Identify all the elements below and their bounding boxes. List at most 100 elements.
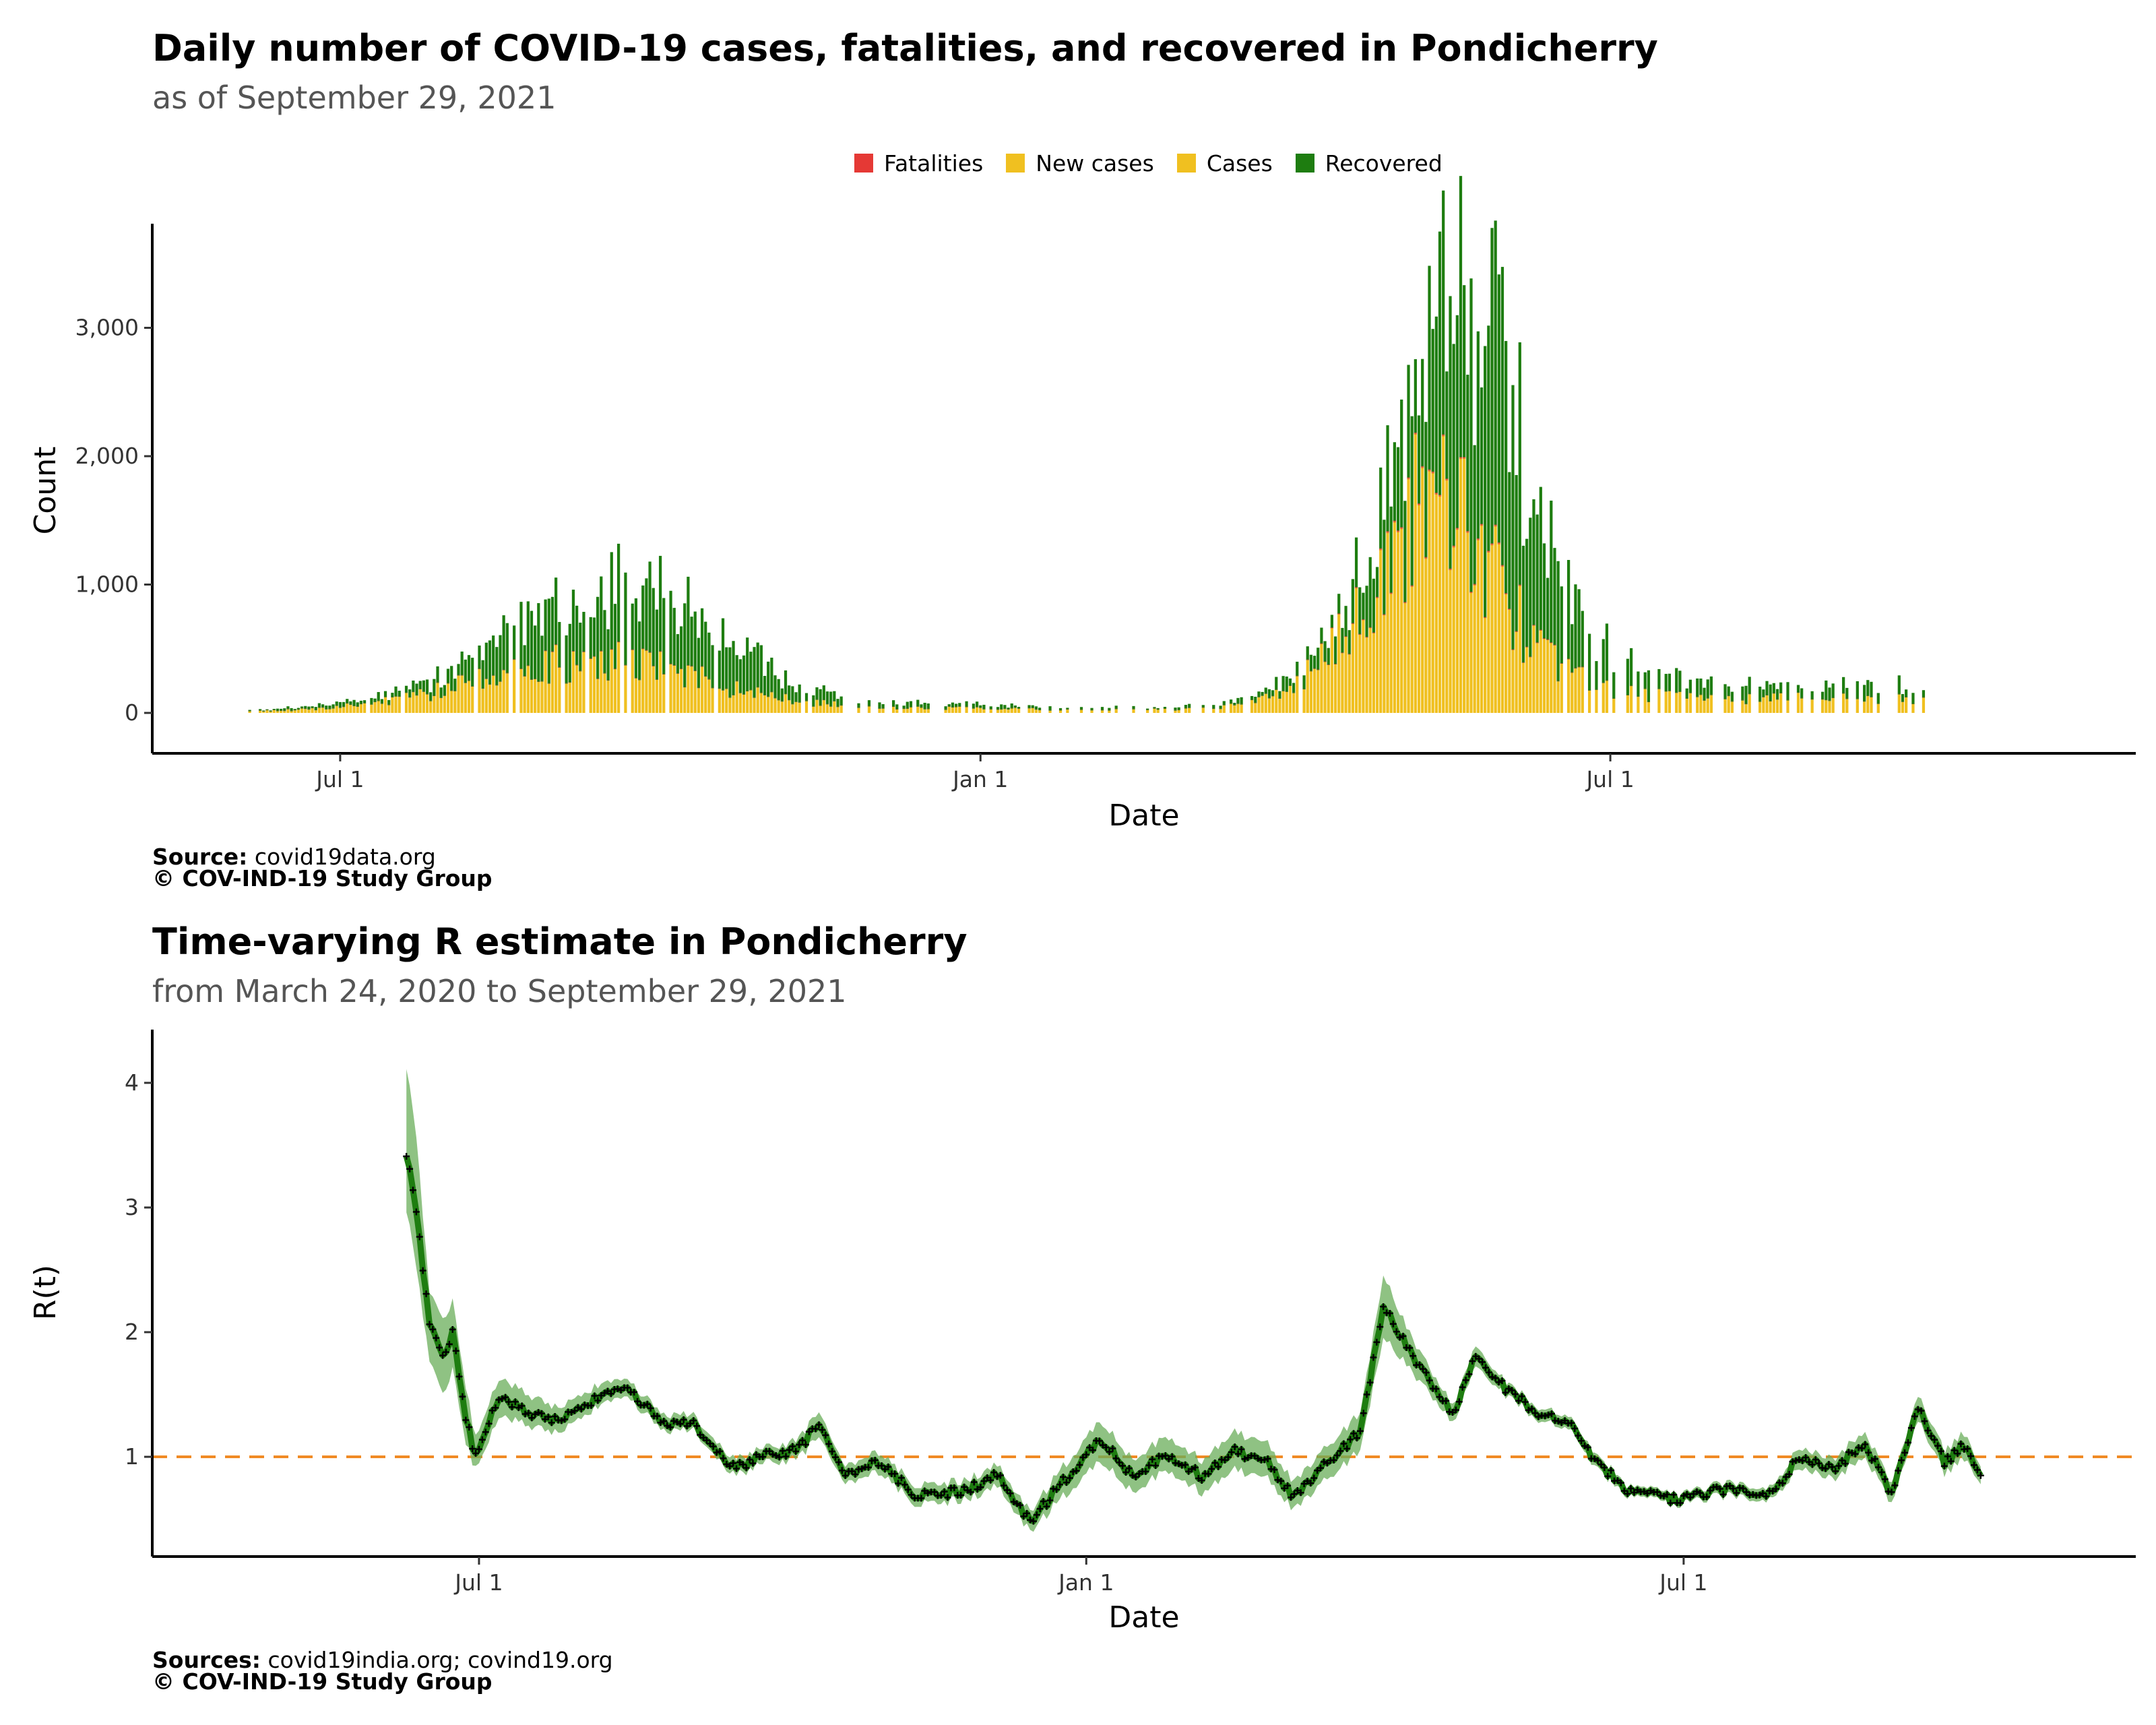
bar-cases — [1911, 704, 1915, 713]
bar-recovered — [523, 645, 526, 677]
bar-cases — [1278, 698, 1281, 713]
bar-recovered — [732, 641, 735, 695]
r-point — [961, 1483, 968, 1491]
r-point — [1934, 1442, 1942, 1449]
bar-recovered — [499, 635, 502, 682]
bar-recovered — [1455, 315, 1459, 529]
r-point — [709, 1443, 717, 1450]
bar-recovered — [958, 703, 961, 707]
bar-fatalities — [1410, 585, 1414, 587]
r-point — [478, 1436, 486, 1443]
bar-cases — [1079, 710, 1083, 713]
bar-recovered — [540, 635, 544, 682]
bar-fatalities — [1525, 646, 1529, 648]
bar-recovered — [1337, 594, 1341, 615]
bar-recovered — [777, 679, 780, 701]
r-point — [1509, 1387, 1516, 1394]
bar-fatalities — [554, 644, 558, 646]
bar-cases — [944, 710, 947, 713]
bar-cases — [902, 709, 906, 713]
bar-cases — [773, 698, 777, 713]
bar-recovered — [1330, 615, 1334, 629]
bar-recovered — [394, 686, 398, 697]
bar-cases — [1612, 699, 1616, 713]
r-point — [634, 1398, 641, 1405]
bar-cases — [1730, 701, 1734, 713]
bar-fatalities — [1330, 627, 1334, 629]
bar-recovered — [1775, 689, 1779, 700]
bar-recovered — [1521, 545, 1525, 663]
r-point — [482, 1429, 489, 1436]
bar-recovered — [1870, 681, 1873, 697]
bar-fatalities — [579, 670, 582, 672]
bar-cases — [328, 709, 331, 713]
bar-recovered — [1647, 670, 1651, 703]
bar-cases — [1897, 694, 1901, 713]
r-point — [1231, 1443, 1238, 1451]
bar-cases — [513, 660, 516, 713]
bar-cases — [453, 691, 457, 713]
bar-recovered — [947, 704, 951, 707]
bar-recovered — [1302, 675, 1306, 690]
r-point — [1796, 1456, 1803, 1464]
bar-fatalities — [1504, 593, 1508, 595]
bar-cases — [1706, 698, 1709, 713]
bar-recovered — [1146, 708, 1149, 710]
bar-recovered — [1574, 584, 1577, 669]
bar-cases — [697, 688, 701, 713]
r-point — [1000, 1482, 1007, 1489]
bar-recovered — [707, 632, 711, 680]
bar-recovered — [1368, 557, 1372, 628]
bar-cases — [1518, 585, 1521, 713]
bar-recovered — [1675, 668, 1678, 693]
bar-recovered — [1762, 689, 1765, 697]
bar-cases — [819, 705, 822, 713]
bar-recovered — [1275, 677, 1278, 690]
bar-cases — [1574, 668, 1577, 713]
bar-fatalities — [1466, 530, 1469, 533]
bar-fatalities — [1434, 493, 1438, 495]
bar-cases — [398, 697, 401, 713]
bar-recovered — [1800, 688, 1804, 699]
bar-cases — [1870, 697, 1873, 713]
bar-cases — [1275, 689, 1278, 713]
bar-cases — [1090, 710, 1093, 713]
bar-fatalities — [641, 648, 645, 650]
r-point — [895, 1480, 902, 1487]
r-point — [462, 1416, 470, 1424]
bar-cases — [982, 709, 986, 713]
bar-recovered — [1810, 691, 1814, 700]
r-point — [1881, 1476, 1889, 1483]
legend-label-cases: Cases — [1206, 150, 1273, 177]
bar-cases — [1424, 557, 1428, 713]
bar-cases — [304, 709, 307, 713]
bar-recovered — [565, 635, 568, 684]
bar-recovered — [624, 572, 627, 666]
bar-cases — [972, 708, 976, 713]
bar-cases — [1188, 708, 1191, 713]
bar-recovered — [1309, 654, 1313, 672]
r-point — [1116, 1459, 1123, 1466]
bar-recovered — [825, 691, 829, 705]
bar-recovered — [1389, 506, 1393, 594]
bar-recovered — [349, 701, 352, 705]
r-point — [802, 1441, 809, 1449]
bar-recovered — [652, 588, 655, 666]
r-point — [469, 1445, 476, 1453]
r-point — [1046, 1497, 1054, 1504]
r-point — [1465, 1371, 1473, 1378]
bar-cases — [784, 694, 788, 713]
bar-cases — [1511, 650, 1515, 713]
bar-recovered — [975, 701, 979, 708]
bar-cases — [1550, 643, 1553, 713]
bar-cases — [1765, 695, 1769, 713]
bar-cases — [788, 700, 791, 713]
bar-cases — [1375, 597, 1379, 713]
r-point — [1512, 1390, 1519, 1398]
bar-fatalities — [1532, 625, 1535, 626]
r-point — [1895, 1467, 1902, 1474]
bar-cases — [1383, 615, 1386, 713]
r-point — [1492, 1375, 1499, 1382]
r-point — [739, 1461, 747, 1468]
bar-recovered — [1469, 278, 1473, 593]
